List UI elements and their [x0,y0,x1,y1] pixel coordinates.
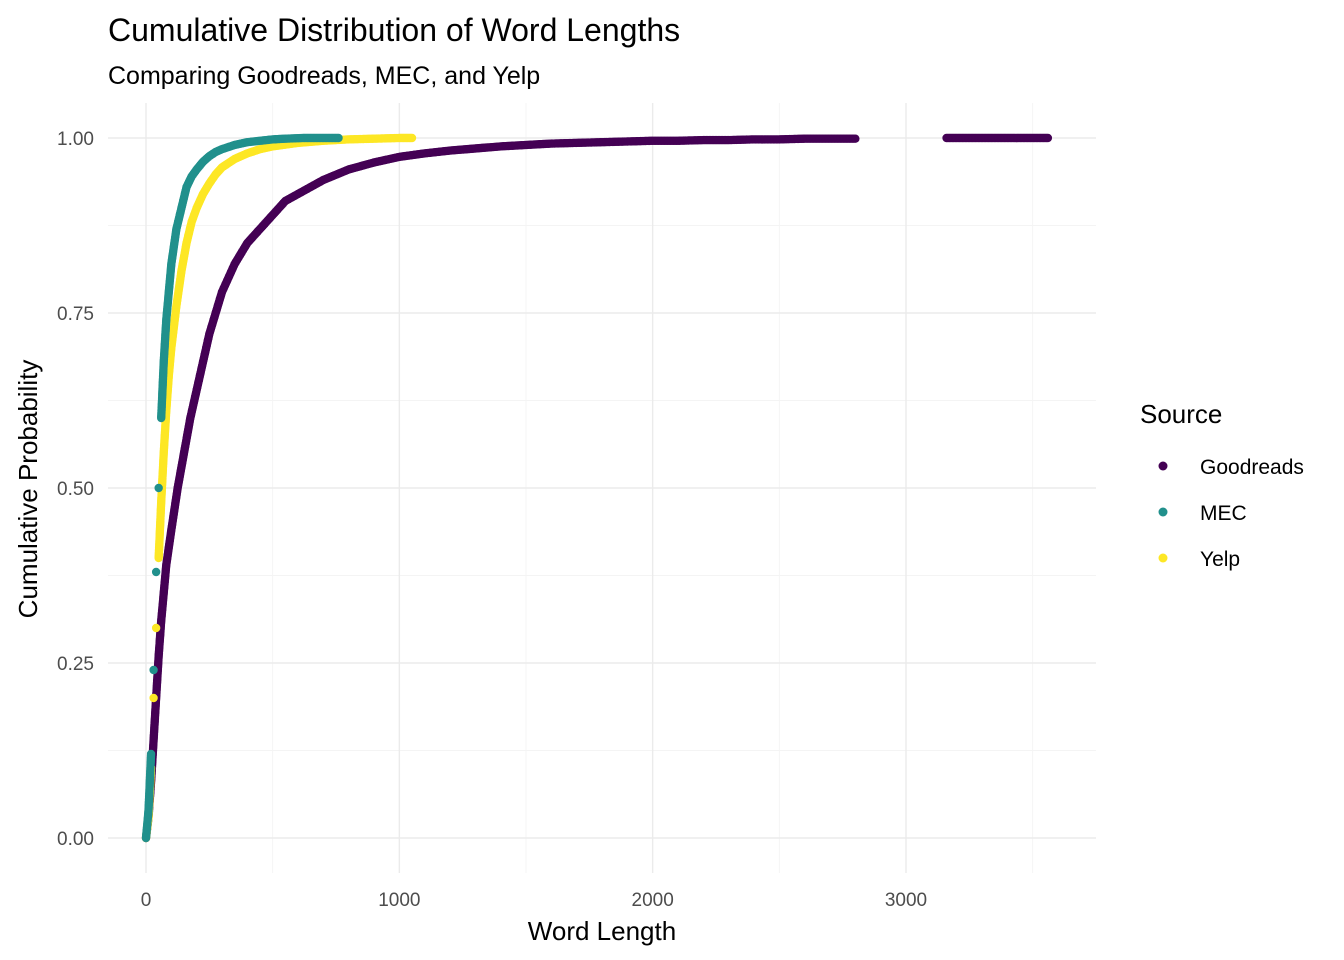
series-goodreads [141,133,1053,843]
data-point [334,133,343,143]
chart-title: Cumulative Distribution of Word Lengths [108,12,680,48]
legend-key-mec [1158,507,1168,517]
y-tick-label: 0.75 [57,304,94,325]
gridlines [108,103,1096,873]
x-axis-title: Word Length [528,916,676,946]
x-tick-label: 1000 [378,890,420,911]
data-series [141,133,1053,843]
y-axis-ticks: 0.00 0.25 0.50 0.75 1.00 [57,129,94,850]
data-point [407,133,417,143]
data-point [151,623,161,633]
x-tick-label: 3000 [885,890,927,911]
data-point [149,693,158,703]
data-point [154,483,163,493]
legend-label-goodreads: Goodreads [1200,456,1304,479]
legend: Source Goodreads MEC Yelp [1140,399,1304,571]
legend-title: Source [1140,399,1222,429]
data-point [851,134,860,143]
y-tick-label: 0.50 [57,479,94,500]
data-point [146,749,156,759]
y-axis-title: Cumulative Probability [13,360,43,619]
data-point [149,665,158,675]
data-point [151,567,161,577]
legend-key-yelp [1158,553,1168,563]
x-tick-label: 2000 [632,890,674,911]
y-tick-label: 0.00 [57,829,94,850]
legend-key-goodreads [1158,461,1168,471]
data-point [1043,133,1053,143]
y-tick-label: 0.25 [57,654,94,675]
series-mec [141,133,343,843]
legend-label-yelp: Yelp [1200,548,1240,571]
chart-subtitle: Comparing Goodreads, MEC, and Yelp [108,62,540,90]
x-tick-label: 0 [141,890,152,911]
y-tick-label: 1.00 [57,129,94,150]
legend-items: Goodreads MEC Yelp [1158,456,1304,571]
legend-label-mec: MEC [1200,502,1247,525]
x-axis-ticks: 0 1000 2000 3000 [141,890,927,911]
